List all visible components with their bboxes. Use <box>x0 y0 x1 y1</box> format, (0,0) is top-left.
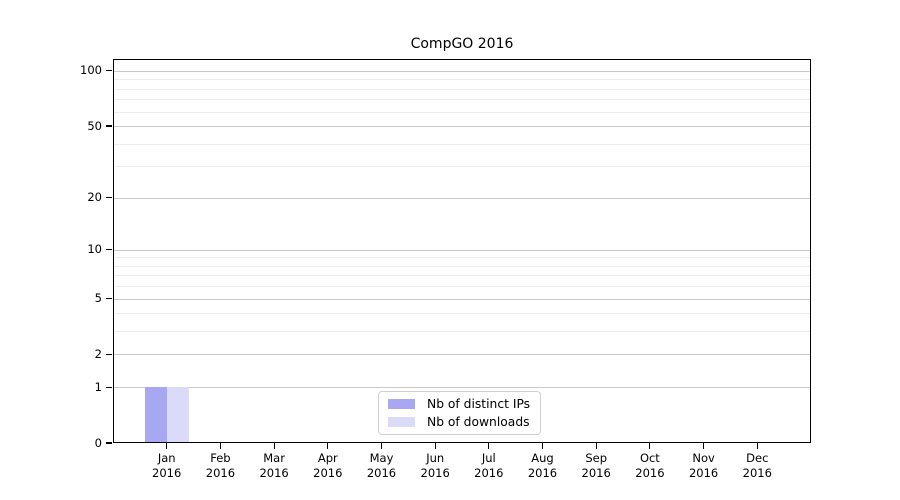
x-tick-label: May 2016 <box>350 451 414 481</box>
legend-swatch-downloads <box>388 417 415 427</box>
x-tick-mark <box>595 443 597 449</box>
x-tick-label: Feb 2016 <box>188 451 252 481</box>
y-tick-mark <box>106 70 112 72</box>
x-tick-month: Dec <box>746 451 769 465</box>
y-minor-gridline <box>113 79 811 81</box>
y-tick-mark <box>106 353 112 355</box>
grid-layer <box>113 59 811 443</box>
x-tick-month: Feb <box>210 451 231 465</box>
x-tick-year: 2016 <box>259 466 289 480</box>
x-tick-year: 2016 <box>474 466 504 480</box>
x-tick-year: 2016 <box>205 466 236 480</box>
legend-label-distinct-ips: Nb of distinct IPs <box>427 397 531 411</box>
legend-swatch-distinct-ips <box>388 399 415 409</box>
x-tick-label: Dec 2016 <box>725 451 789 481</box>
bar-jan-distinct-ips <box>144 387 167 443</box>
y-tick-label: 1 <box>94 379 102 394</box>
y-tick-label: 0 <box>94 435 102 450</box>
x-tick-year: 2016 <box>581 466 611 480</box>
x-tick-month: May <box>369 451 394 465</box>
x-tick-label: Jun 2016 <box>403 451 467 481</box>
legend-label-downloads: Nb of downloads <box>427 415 530 429</box>
x-tick-year: 2016 <box>152 466 182 480</box>
x-tick-mark <box>703 443 705 449</box>
x-tick-label: Jan 2016 <box>135 451 199 481</box>
x-tick-mark <box>541 443 544 449</box>
bar-jan-downloads <box>166 387 189 443</box>
y-tick-label: 100 <box>80 63 102 78</box>
legend-entry-downloads: Nb of downloads <box>388 415 530 429</box>
y-tick-mark <box>106 442 112 444</box>
y-major-gridline <box>113 298 811 300</box>
legend: Nb of distinct IPs Nb of downloads <box>378 391 542 435</box>
x-tick-month: Jun <box>426 451 445 465</box>
x-tick-month: Jan <box>157 451 176 465</box>
x-tick-year: 2016 <box>688 466 719 480</box>
y-tick-label: 10 <box>87 242 102 257</box>
y-minor-gridline <box>113 143 811 145</box>
y-tick-mark <box>106 196 112 199</box>
y-minor-gridline <box>113 331 811 333</box>
y-minor-gridline <box>113 286 811 288</box>
x-tick-month: Sep <box>585 451 608 465</box>
y-tick-label: 20 <box>87 190 102 204</box>
x-tick-month: Oct <box>639 451 660 465</box>
y-minor-gridline <box>113 275 811 277</box>
x-tick-year: 2016 <box>366 466 397 480</box>
x-tick-year: 2016 <box>742 466 772 480</box>
y-tick-mark <box>106 125 112 127</box>
y-minor-gridline <box>113 111 811 113</box>
y-tick-label: 50 <box>87 118 102 133</box>
x-tick-month: Mar <box>263 451 285 465</box>
x-tick-month: Aug <box>531 451 554 465</box>
x-tick-mark <box>488 443 490 449</box>
x-tick-month: Jul <box>481 451 496 465</box>
x-tick-mark <box>327 443 329 449</box>
legend-entry-distinct-ips: Nb of distinct IPs <box>388 397 530 411</box>
y-major-gridline <box>113 126 811 127</box>
y-major-gridline <box>113 197 811 199</box>
y-tick-mark <box>106 297 112 300</box>
y-minor-gridline <box>113 313 811 315</box>
y-tick-label: 2 <box>94 346 102 361</box>
x-tick-mark <box>756 443 758 449</box>
x-tick-month: Nov <box>692 451 715 465</box>
bars-layer <box>113 59 811 443</box>
x-tick-mark <box>649 443 651 449</box>
x-tick-label: Apr 2016 <box>296 451 360 481</box>
y-major-gridline <box>113 249 811 251</box>
x-tick-mark <box>219 443 221 449</box>
x-tick-mark <box>273 443 275 449</box>
x-tick-mark <box>166 443 168 449</box>
x-tick-year: 2016 <box>313 466 343 480</box>
x-tick-month: Apr <box>317 451 338 465</box>
x-tick-year: 2016 <box>527 466 558 480</box>
y-major-gridline <box>113 354 811 356</box>
y-tick-mark <box>106 386 112 388</box>
x-tick-label: Aug 2016 <box>511 451 575 481</box>
x-tick-label: Nov 2016 <box>672 451 736 481</box>
y-minor-gridline <box>113 265 811 267</box>
x-tick-label: Sep 2016 <box>564 451 628 481</box>
x-tick-year: 2016 <box>420 466 450 480</box>
plot-area <box>113 59 811 443</box>
y-major-gridline <box>113 387 811 389</box>
x-tick-mark <box>434 443 436 449</box>
x-tick-label: Jul 2016 <box>457 451 521 481</box>
y-minor-gridline <box>113 166 811 168</box>
y-major-gridline <box>113 70 811 72</box>
y-minor-gridline <box>113 257 811 259</box>
x-tick-label: Mar 2016 <box>242 451 306 481</box>
x-tick-label: Oct 2016 <box>618 451 682 481</box>
y-tick-mark <box>106 249 112 251</box>
x-tick-mark <box>380 443 383 449</box>
x-tick-year: 2016 <box>635 466 665 480</box>
y-minor-gridline <box>113 99 811 101</box>
y-minor-gridline <box>113 88 811 90</box>
chart-title: CompGO 2016 <box>410 36 514 52</box>
y-tick-label: 5 <box>94 291 102 305</box>
